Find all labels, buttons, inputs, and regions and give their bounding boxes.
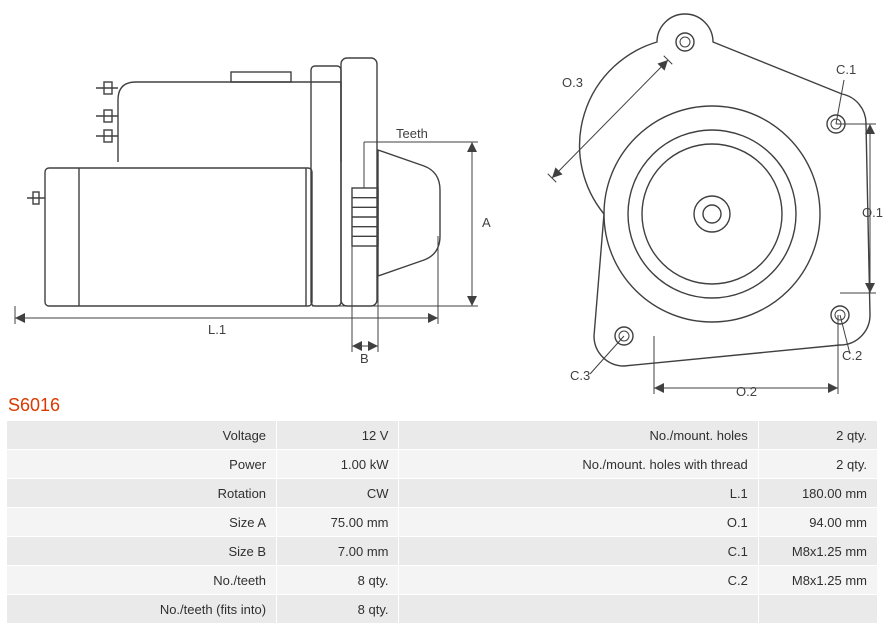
table-row: Size A75.00 mmO.194.00 mm [7,508,878,537]
spec-label: L.1 [399,479,758,508]
spec-value: 1.00 kW [277,450,399,479]
spec-label: Voltage [7,421,277,450]
spec-value: 94.00 mm [758,508,877,537]
label-teeth: Teeth [396,126,428,141]
table-row: No./teeth8 qty.C.2M8x1.25 mm [7,566,878,595]
label-C3: C.3 [570,368,590,383]
spec-value: 180.00 mm [758,479,877,508]
spec-value [758,595,877,624]
spec-value: 2 qty. [758,450,877,479]
spec-label [399,595,758,624]
label-L1: L.1 [208,322,226,337]
spec-label: O.1 [399,508,758,537]
table-row: Size B7.00 mmC.1M8x1.25 mm [7,537,878,566]
spec-value: 8 qty. [277,595,399,624]
spec-value: 7.00 mm [277,537,399,566]
spec-label: No./mount. holes [399,421,758,450]
drawing-svg [0,0,889,395]
spec-value: 2 qty. [758,421,877,450]
spec-label: No./teeth (fits into) [7,595,277,624]
spec-value: 8 qty. [277,566,399,595]
spec-label: Rotation [7,479,277,508]
spec-label: No./teeth [7,566,277,595]
spec-table: Voltage12 VNo./mount. holes2 qty.Power1.… [6,420,878,624]
spec-label: Size A [7,508,277,537]
label-B: B [360,351,369,366]
spec-label: Power [7,450,277,479]
label-O2: O.2 [736,384,757,399]
spec-value: CW [277,479,399,508]
table-row: No./teeth (fits into)8 qty. [7,595,878,624]
table-row: Power1.00 kWNo./mount. holes with thread… [7,450,878,479]
table-row: RotationCWL.1180.00 mm [7,479,878,508]
label-O3: O.3 [562,75,583,90]
spec-label: Size B [7,537,277,566]
label-O1: O.1 [862,205,883,220]
label-C2: C.2 [842,348,862,363]
spec-value: 75.00 mm [277,508,399,537]
label-A: A [482,215,491,230]
spec-value: 12 V [277,421,399,450]
spec-label: No./mount. holes with thread [399,450,758,479]
spec-label: C.1 [399,537,758,566]
spec-label: C.2 [399,566,758,595]
technical-drawing: Teeth A B L.1 O.1 O.2 O.3 C.1 C.2 C.3 [0,0,889,395]
spec-value: M8x1.25 mm [758,566,877,595]
table-row: Voltage12 VNo./mount. holes2 qty. [7,421,878,450]
spec-value: M8x1.25 mm [758,537,877,566]
label-C1: C.1 [836,62,856,77]
page-root: Teeth A B L.1 O.1 O.2 O.3 C.1 C.2 C.3 S6… [0,0,889,624]
